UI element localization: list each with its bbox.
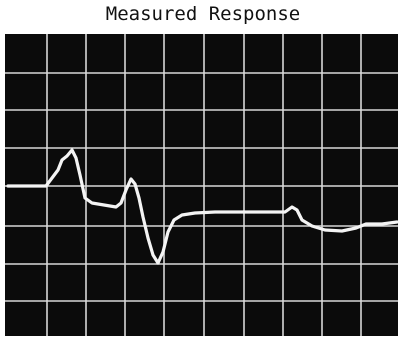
page: Measured Response (() => { const data = … [0, 0, 401, 338]
scope-figure: Measured Response [0, 0, 401, 338]
scope-screen [5, 34, 398, 336]
title: Measured Response [106, 3, 300, 25]
